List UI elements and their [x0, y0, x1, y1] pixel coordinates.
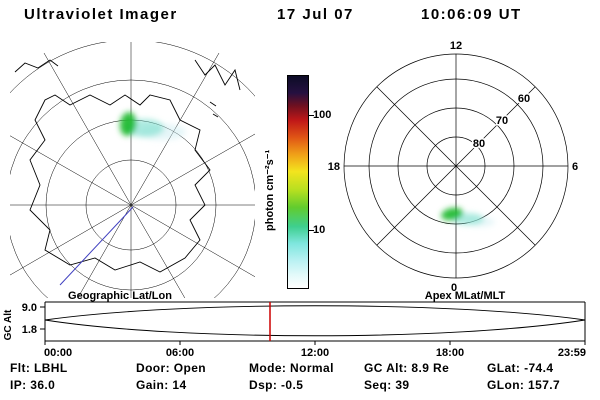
status-door: Door: Open	[136, 361, 206, 375]
apex-grid	[343, 53, 569, 279]
aurora-emission-apex	[441, 207, 495, 227]
gc-alt-axis-label: GC Alt	[3, 309, 14, 340]
timeline-box	[44, 301, 586, 342]
status-seq: Seq: 39	[364, 378, 410, 392]
mlat-ring-label-60: 60	[518, 93, 530, 105]
mlat-ring-label-80: 80	[473, 138, 485, 150]
antarctica-coastline	[29, 94, 211, 273]
status-glat: GLat: -74.4	[487, 361, 554, 375]
status-ip: IP: 36.0	[10, 378, 56, 392]
status-dsp: Dsp: -0.5	[249, 378, 304, 392]
mlt-label-12: 12	[450, 40, 462, 52]
date-label: 17 Jul 07	[277, 6, 354, 23]
small-islands	[209, 101, 219, 118]
timeline-ticks	[40, 306, 586, 345]
status-glon: GLon: 157.7	[487, 378, 561, 392]
status-mode: Mode: Normal	[249, 361, 334, 375]
x-tick-2359: 23:59	[558, 347, 586, 359]
apex-panel-caption: Apex MLat/MLT	[425, 290, 506, 302]
geographic-grid	[10, 42, 255, 298]
gc-alt-curve	[44, 305, 586, 337]
status-gc-alt: GC Alt: 8.9 Re	[364, 361, 450, 375]
colorbar-tick-label-10: 10	[313, 224, 326, 236]
terminator-line	[59, 206, 134, 286]
y-tick-label-9: 9.0	[22, 302, 37, 314]
colorbar-tick-100	[309, 115, 314, 116]
x-tick-0000: 00:00	[44, 347, 72, 359]
geo-panel-caption: Geographic Lat/Lon	[68, 290, 172, 302]
colorbar-tick-label-100: 100	[313, 109, 332, 121]
gc-alt-timeline-panel: Geographic Lat/Lon Apex MLat/MLT 9.0 1.8…	[3, 290, 586, 359]
mlt-label-6: 6	[572, 161, 578, 173]
app-title: Ultraviolet Imager	[24, 6, 178, 23]
mlat-ring-label-70: 70	[496, 115, 508, 127]
colorbar	[287, 75, 309, 289]
geographic-map-panel	[10, 42, 255, 298]
coastline-top-right	[194, 59, 241, 91]
coastline-top-left	[14, 59, 59, 73]
x-tick-1200: 12:00	[301, 347, 329, 359]
colorbar-axis-label: photon cm⁻²s⁻¹	[264, 149, 276, 231]
status-gain: Gain: 14	[136, 378, 187, 392]
mlt-label-18: 18	[328, 161, 340, 173]
y-tick-label-1.8: 1.8	[22, 324, 37, 336]
time-label: 10:06:09 UT	[421, 6, 522, 23]
mlt-label-0: 0	[451, 282, 457, 294]
colorbar-tick-10	[309, 230, 314, 231]
apex-polar-panel: 12 18 6 0 60 70 80	[328, 40, 578, 294]
status-flt: Flt: LBHL	[10, 361, 68, 375]
x-tick-0600: 06:00	[166, 347, 194, 359]
aurora-emission-geo	[119, 112, 186, 140]
x-tick-1800: 18:00	[436, 347, 464, 359]
